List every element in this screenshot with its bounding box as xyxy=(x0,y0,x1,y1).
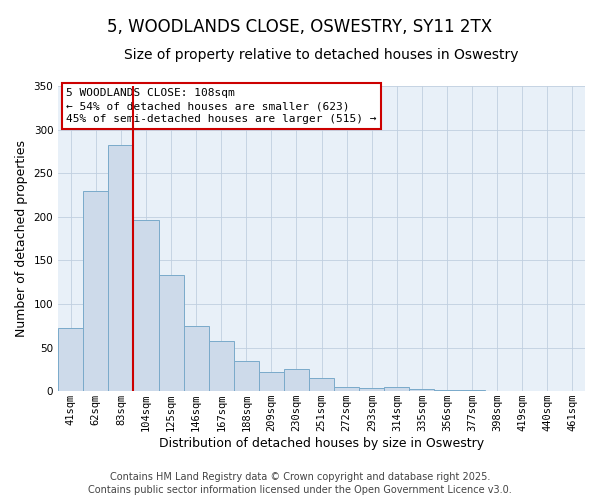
Bar xyxy=(133,220,158,391)
Bar xyxy=(434,390,460,391)
Bar xyxy=(158,276,184,391)
Title: Size of property relative to detached houses in Oswestry: Size of property relative to detached ho… xyxy=(124,48,519,62)
Bar xyxy=(184,326,209,391)
Bar xyxy=(58,328,83,391)
Y-axis label: Number of detached properties: Number of detached properties xyxy=(15,140,28,337)
Bar xyxy=(309,378,334,391)
Bar xyxy=(460,390,485,391)
Bar xyxy=(284,370,309,391)
Bar xyxy=(334,387,359,391)
Text: Contains HM Land Registry data © Crown copyright and database right 2025.
Contai: Contains HM Land Registry data © Crown c… xyxy=(88,472,512,495)
Bar xyxy=(259,372,284,391)
Bar xyxy=(385,387,409,391)
Bar xyxy=(409,390,434,391)
Bar xyxy=(359,388,385,391)
Bar xyxy=(83,191,109,391)
Bar xyxy=(109,144,133,391)
Bar xyxy=(234,360,259,391)
X-axis label: Distribution of detached houses by size in Oswestry: Distribution of detached houses by size … xyxy=(159,437,484,450)
Text: 5 WOODLANDS CLOSE: 108sqm
← 54% of detached houses are smaller (623)
45% of semi: 5 WOODLANDS CLOSE: 108sqm ← 54% of detac… xyxy=(66,88,377,124)
Bar xyxy=(209,340,234,391)
Text: 5, WOODLANDS CLOSE, OSWESTRY, SY11 2TX: 5, WOODLANDS CLOSE, OSWESTRY, SY11 2TX xyxy=(107,18,493,36)
